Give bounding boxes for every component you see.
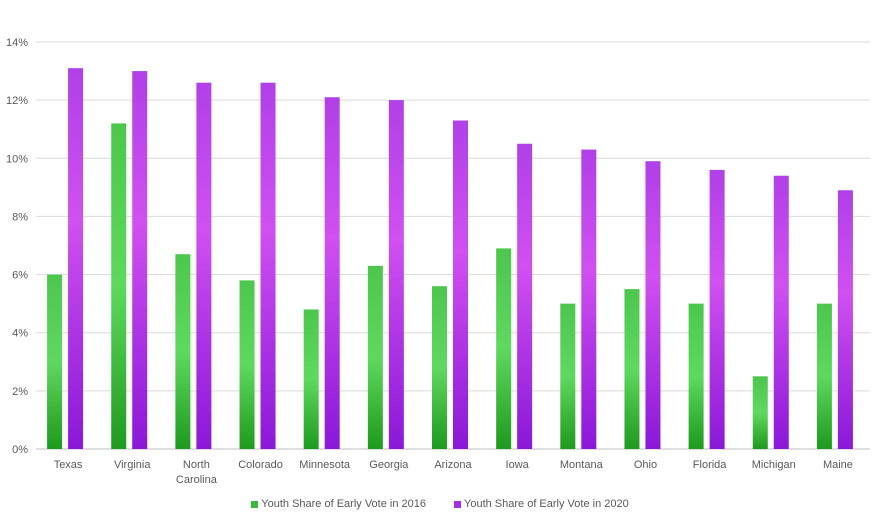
bar-2016 xyxy=(239,280,255,449)
bar-2020 xyxy=(453,120,468,449)
x-tick-label: Colorado xyxy=(238,459,283,471)
bar-2020 xyxy=(581,149,597,450)
bar-2016 xyxy=(496,248,512,449)
bar-2020 xyxy=(517,143,533,449)
bar-2016 xyxy=(560,303,576,449)
bar-2016 xyxy=(432,286,447,449)
bar-2020 xyxy=(68,68,84,450)
bar-2016 xyxy=(688,303,704,449)
y-tick-label: 10% xyxy=(6,153,28,165)
bar-2016 xyxy=(624,289,640,449)
x-tick-label: Iowa xyxy=(506,459,530,471)
x-tick-label: Arizona xyxy=(434,459,472,471)
bar-2020 xyxy=(837,190,853,449)
x-tick-label: Virginia xyxy=(114,459,151,471)
legend-item-2020: Youth Share of Early Vote in 2020 xyxy=(454,498,629,510)
legend-swatch-2020 xyxy=(454,500,461,508)
bar-2016 xyxy=(303,309,319,449)
bar-2016 xyxy=(816,303,832,449)
bar-2020 xyxy=(773,175,789,449)
bar-2016 xyxy=(47,274,63,449)
bar-2020 xyxy=(132,71,148,450)
bar-2016 xyxy=(752,376,768,449)
legend-label-2016: Youth Share of Early Vote in 2016 xyxy=(261,498,426,510)
bar-2020 xyxy=(260,82,276,449)
x-tick-label: North Carolina xyxy=(176,459,218,486)
bar-2020 xyxy=(196,82,212,449)
x-tick-label: Georgia xyxy=(369,459,409,471)
bar-2020 xyxy=(388,100,404,450)
bar-2020 xyxy=(645,161,661,449)
y-tick-label: 12% xyxy=(6,95,28,107)
y-tick-label: 4% xyxy=(12,328,28,340)
x-tick-label: Maine xyxy=(823,459,853,471)
x-tick-label: Florida xyxy=(693,459,728,471)
y-tick-label: 0% xyxy=(12,444,28,456)
y-tick-label: 14% xyxy=(6,37,28,49)
x-tick-label: Minnesota xyxy=(299,459,351,471)
bar-chart: 0% 2% 4% 6% 8% 10% 12% 14% Texas Virginia North Car… xyxy=(6,37,870,486)
legend-item-2016: Youth Share of Early Vote in 2016 xyxy=(251,498,426,510)
y-tick-label: 2% xyxy=(12,386,28,398)
legend-label-2020: Youth Share of Early Vote in 2020 xyxy=(464,498,629,510)
bar-2020 xyxy=(324,97,340,449)
x-tick-label: Ohio xyxy=(634,459,657,471)
x-tick-label: Montana xyxy=(560,459,604,471)
bar-2016 xyxy=(175,254,191,449)
y-tick-label: 8% xyxy=(12,211,28,223)
y-tick-label: 6% xyxy=(12,270,28,282)
bar-2016 xyxy=(367,265,383,449)
legend: Youth Share of Early Vote in 2016 Youth … xyxy=(0,498,880,510)
x-tick-label: Texas xyxy=(54,459,83,471)
x-tick-label: Michigan xyxy=(752,459,796,471)
bar-2016 xyxy=(111,123,127,450)
bar-2020 xyxy=(709,169,725,449)
legend-swatch-2016 xyxy=(251,500,259,508)
